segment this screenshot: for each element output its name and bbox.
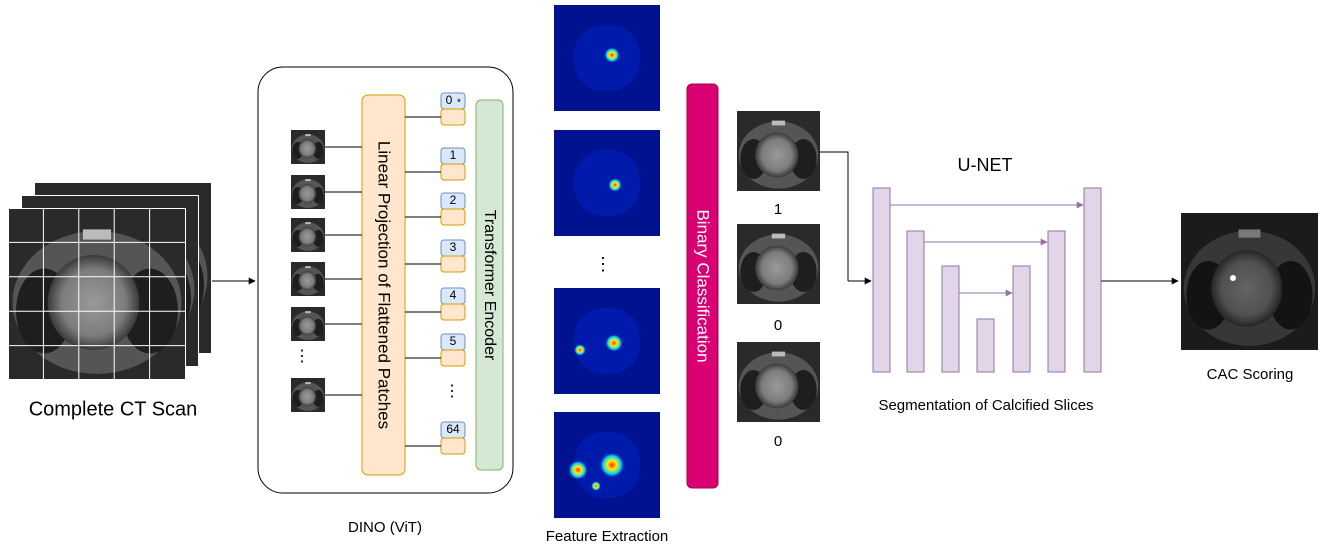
label: ⋮ [294,348,310,365]
ct-sternum [305,266,311,269]
ct-heart [298,139,317,159]
patch [291,130,325,164]
unet-block [906,230,925,373]
activation [605,334,623,352]
token-embedding [440,349,466,367]
ct-heart [298,227,317,247]
ct-sternum [305,311,311,314]
label: Transformer Encoder [481,210,498,361]
unet-block [1047,230,1066,373]
label: 1 [450,148,457,162]
label: 5 [450,334,457,348]
label: 0 [774,433,782,450]
activation [591,481,601,491]
calcification [1230,275,1236,281]
ct-heart [298,271,317,291]
label: DINO (ViT) [348,519,422,536]
token-embedding [440,437,466,455]
activation [604,47,620,63]
patch [291,262,325,296]
ct-sternum [771,120,786,126]
ct-scan [9,209,185,379]
unet-block [941,265,960,373]
patch [291,218,325,252]
patch [291,175,325,209]
label: 0 [446,93,453,107]
heatmap-glow [574,150,640,216]
unet-block [976,318,995,373]
ct-sternum [1238,229,1261,238]
label: Segmentation of Calcified Slices [878,397,1093,414]
ct-sternum [305,134,311,137]
token-position [440,92,466,110]
activation [608,178,622,192]
ct-heart [298,184,317,204]
ct-sternum [771,233,786,239]
ct-heart [298,316,317,336]
ct-sternum [82,229,112,240]
encoder-box [475,99,504,471]
connector [820,151,849,281]
activation [568,460,588,480]
label: CAC Scoring [1207,366,1294,383]
label: Linear Projection of Flattened Patches [375,141,394,429]
label: ⋮ [594,254,612,274]
patch [291,307,325,341]
label: 2 [450,193,457,207]
ct-heart [755,132,799,178]
ct-heart [1211,249,1283,327]
label: U-NET [958,155,1013,175]
ct-sternum [771,351,786,357]
token-embedding [440,108,466,126]
ct-heart [298,387,317,407]
label: 3 [450,240,457,254]
label: 0 [774,317,782,334]
ct-sternum [305,222,311,225]
output-dim [1181,213,1318,350]
token-embedding [440,208,466,226]
token-embedding [440,255,466,273]
token-embedding [440,163,466,181]
ct-slice [737,342,820,422]
label: ⋮ [444,383,460,400]
projection-box [361,94,406,476]
label: 64 [446,422,460,436]
ct-heart [755,363,799,409]
label: * [457,98,461,109]
label: Binary Classification [694,209,713,362]
activation [574,344,586,356]
ct-slice [737,224,820,304]
ct-output [1181,213,1318,350]
label: 4 [450,288,457,302]
ct-slice [737,111,820,191]
ct-sternum [305,179,311,182]
activation [599,452,625,478]
ct-heart [755,245,799,291]
classifier-bar [686,83,719,489]
patch [291,378,325,412]
label: Complete CT Scan [29,398,198,420]
label: Feature Extraction [546,528,669,545]
unet-block [1083,187,1102,373]
ct-heart [47,254,140,351]
ct-sternum [305,382,311,385]
label: 1 [774,201,782,218]
unet-block [1012,265,1031,373]
unet-block [872,187,891,373]
token-embedding [440,303,466,321]
